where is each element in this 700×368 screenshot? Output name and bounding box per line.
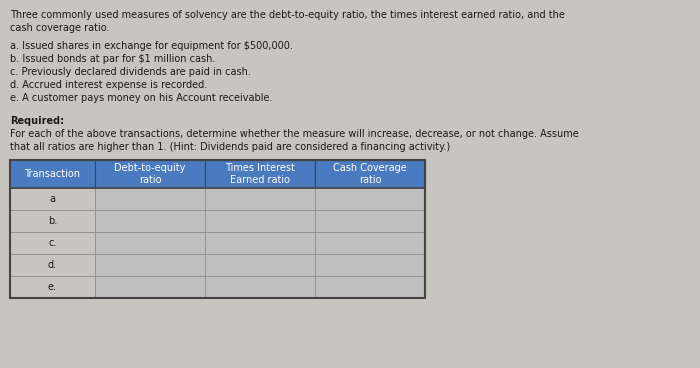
Bar (95, 254, 205, 276)
Bar (10, 160, 425, 188)
Bar (315, 210, 425, 232)
Text: that all ratios are higher than 1. (Hint: Dividends paid are considered a financ: that all ratios are higher than 1. (Hint… (10, 142, 450, 152)
Bar (10, 160, 95, 188)
Text: a: a (50, 194, 55, 204)
Text: e.: e. (48, 282, 57, 292)
Bar (95, 188, 205, 210)
Bar (205, 276, 315, 298)
Bar (205, 210, 315, 232)
Bar (315, 160, 425, 188)
Text: d. Accrued interest expense is recorded.: d. Accrued interest expense is recorded. (10, 80, 207, 90)
Text: Required:: Required: (10, 116, 64, 126)
Text: Cash Coverage
ratio: Cash Coverage ratio (333, 163, 407, 185)
Bar (10, 188, 95, 210)
Bar (95, 232, 205, 254)
Bar (10, 210, 95, 232)
Text: b. Issued bonds at par for $1 million cash.: b. Issued bonds at par for $1 million ca… (10, 54, 216, 64)
Text: e. A customer pays money on his Account receivable.: e. A customer pays money on his Account … (10, 93, 272, 103)
Bar (95, 160, 205, 188)
Text: a. Issued shares in exchange for equipment for $500,000.: a. Issued shares in exchange for equipme… (10, 41, 293, 51)
Bar (315, 254, 425, 276)
Bar (10, 254, 95, 276)
Text: cash coverage ratio.: cash coverage ratio. (10, 23, 109, 33)
Text: b.: b. (48, 216, 57, 226)
Text: Three commonly used measures of solvency are the debt-to-equity ratio, the times: Three commonly used measures of solvency… (10, 10, 565, 20)
Bar (10, 232, 95, 254)
Text: c.: c. (48, 238, 57, 248)
Bar (315, 276, 425, 298)
Bar (315, 188, 425, 210)
Bar (205, 160, 315, 188)
Text: d.: d. (48, 260, 57, 270)
Bar (205, 232, 315, 254)
Text: For each of the above transactions, determine whether the measure will increase,: For each of the above transactions, dete… (10, 129, 579, 139)
Bar (95, 276, 205, 298)
Bar (10, 276, 95, 298)
Text: c. Previously declared dividends are paid in cash.: c. Previously declared dividends are pai… (10, 67, 251, 77)
Text: Debt-to-equity
ratio: Debt-to-equity ratio (114, 163, 186, 185)
Bar (95, 210, 205, 232)
Text: Transaction: Transaction (25, 169, 80, 179)
Text: Times Interest
Earned ratio: Times Interest Earned ratio (225, 163, 295, 185)
Bar (10, 160, 425, 298)
Bar (205, 188, 315, 210)
Bar (315, 232, 425, 254)
Bar (205, 254, 315, 276)
